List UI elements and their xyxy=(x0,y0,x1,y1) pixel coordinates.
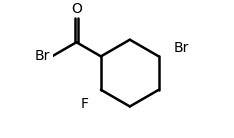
Text: F: F xyxy=(81,97,89,111)
Text: Br: Br xyxy=(174,41,189,55)
Text: Br: Br xyxy=(35,49,51,63)
Text: O: O xyxy=(71,2,82,16)
